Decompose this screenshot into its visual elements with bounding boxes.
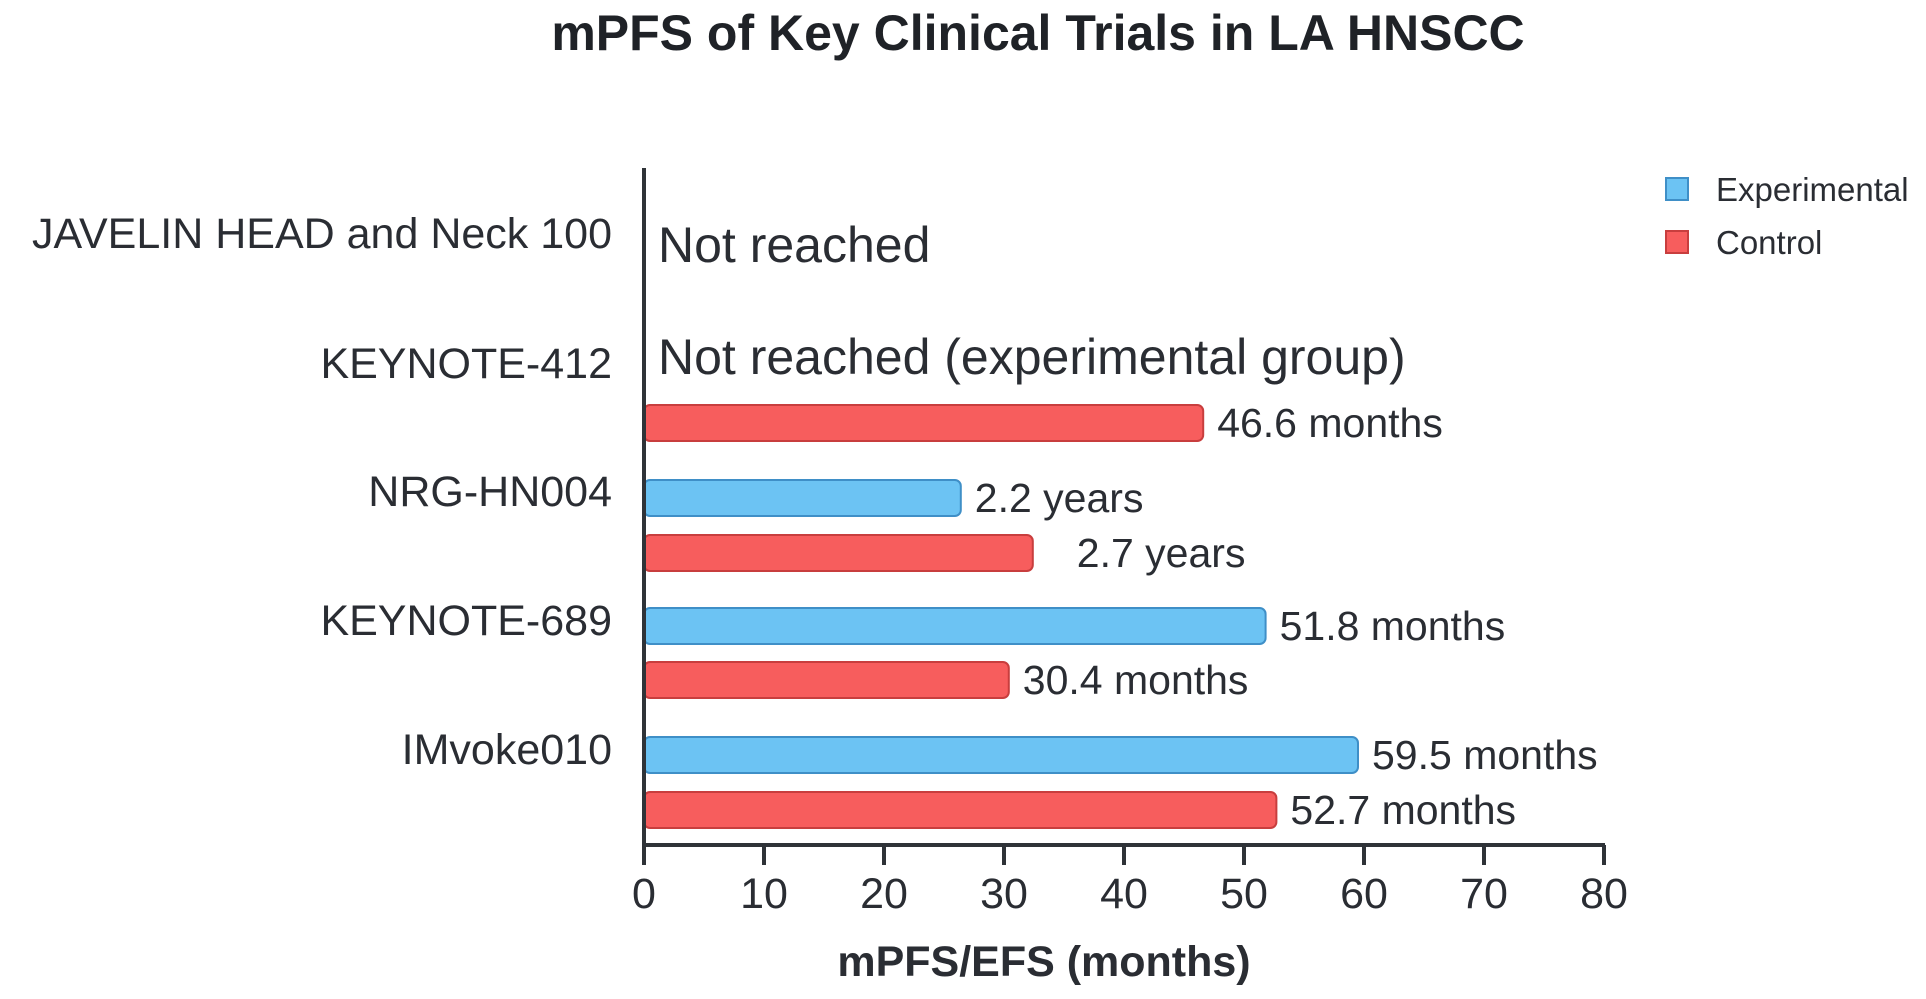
x-tick-label: 70 bbox=[1460, 870, 1508, 918]
category-label: NRG-HN004 bbox=[368, 468, 612, 516]
x-tick-label: 50 bbox=[1220, 870, 1268, 918]
annotations: Not reached Not reached (experimental gro… bbox=[658, 217, 1406, 385]
legend-label: Control bbox=[1716, 224, 1822, 261]
control-bar bbox=[643, 661, 1010, 699]
data-label: 59.5 months bbox=[1372, 732, 1598, 778]
legend-swatch bbox=[1665, 230, 1689, 254]
experimental-bar bbox=[643, 479, 962, 517]
category-label: IMvoke010 bbox=[402, 726, 612, 774]
x-axis-label: mPFS/EFS (months) bbox=[837, 938, 1250, 986]
legend-label: Experimental bbox=[1716, 171, 1909, 208]
chart-title: mPFS of Key Clinical Trials in LA HNSCC bbox=[551, 5, 1524, 61]
data-label: 52.7 months bbox=[1290, 787, 1516, 833]
experimental-bar bbox=[643, 736, 1359, 774]
not-reached-annotation: Not reached (experimental group) bbox=[658, 329, 1406, 385]
category-label: JAVELIN HEAD and Neck 100 bbox=[32, 210, 612, 258]
bars-group bbox=[643, 404, 1359, 829]
not-reached-annotation: Not reached bbox=[658, 217, 930, 273]
data-labels: 2.2 years 51.8 months 59.5 months 46.6 mont… bbox=[975, 400, 1598, 833]
data-label: 2.7 years bbox=[1077, 530, 1246, 576]
x-tick-label: 20 bbox=[860, 870, 908, 918]
x-axis-ticks: 0 10 20 30 40 50 60 70 80 bbox=[632, 845, 1628, 918]
x-tick-label: 0 bbox=[632, 870, 656, 918]
data-label: 51.8 months bbox=[1280, 603, 1506, 649]
x-tick-label: 10 bbox=[740, 870, 788, 918]
data-label: 2.2 years bbox=[975, 475, 1144, 521]
legend-swatch bbox=[1665, 177, 1689, 201]
category-labels: JAVELIN HEAD and Neck 100 KEYNOTE-412 NRG-… bbox=[32, 210, 612, 774]
legend: Experimental Control bbox=[1665, 171, 1909, 261]
x-tick-label: 60 bbox=[1340, 870, 1388, 918]
category-label: KEYNOTE-689 bbox=[320, 597, 612, 645]
x-tick-label: 40 bbox=[1100, 870, 1148, 918]
data-label: 46.6 months bbox=[1217, 400, 1443, 446]
control-bar bbox=[643, 791, 1278, 829]
x-tick-label: 80 bbox=[1580, 870, 1628, 918]
x-tick-label: 30 bbox=[980, 870, 1028, 918]
control-bar bbox=[643, 534, 1034, 572]
data-label: 30.4 months bbox=[1023, 657, 1249, 703]
control-bar bbox=[643, 404, 1205, 442]
category-label: KEYNOTE-412 bbox=[320, 340, 612, 388]
experimental-bar bbox=[643, 607, 1267, 645]
